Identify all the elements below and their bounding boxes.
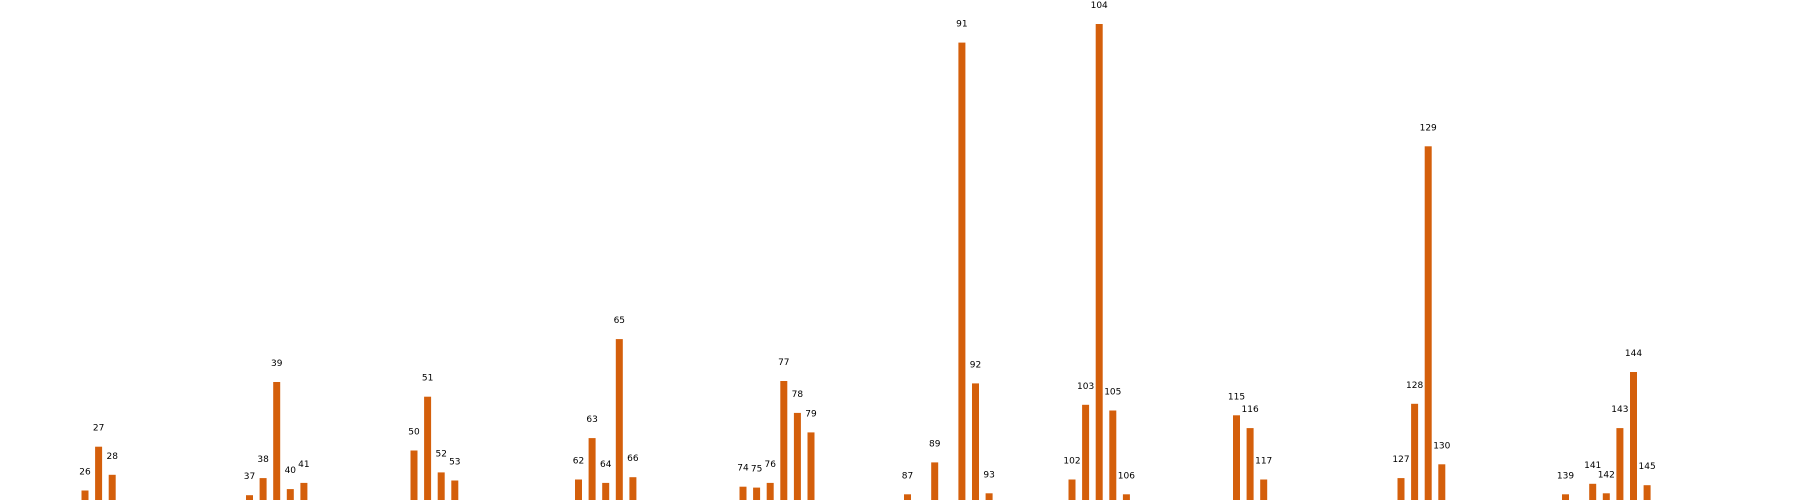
bar-77 — [780, 381, 788, 500]
bar-139 — [1562, 494, 1569, 500]
bar-label-105: 105 — [1104, 388, 1121, 398]
bar-91 — [958, 42, 966, 500]
bar-104 — [1095, 24, 1103, 500]
bar-52 — [437, 472, 445, 500]
bar-label-76: 76 — [764, 460, 776, 470]
bar-28 — [108, 474, 116, 500]
bar-129 — [1424, 146, 1432, 500]
bar-label-104: 104 — [1091, 1, 1108, 11]
bar-label-39: 39 — [271, 359, 283, 369]
bar-label-93: 93 — [983, 470, 994, 480]
bar-76 — [766, 482, 774, 500]
bar-label-40: 40 — [285, 466, 297, 476]
bar-label-28: 28 — [106, 452, 118, 462]
bar-64 — [602, 482, 610, 500]
bar-141 — [1589, 483, 1597, 500]
bar-145 — [1643, 485, 1651, 500]
bar-label-51: 51 — [422, 374, 433, 384]
bar-label-91: 91 — [956, 20, 967, 30]
bar-label-145: 145 — [1639, 462, 1656, 472]
bar-50 — [410, 450, 418, 500]
bar-label-92: 92 — [970, 360, 981, 370]
bar-label-50: 50 — [408, 428, 420, 438]
bar-label-143: 143 — [1611, 405, 1628, 415]
bar-label-141: 141 — [1584, 461, 1601, 471]
bar-39 — [273, 382, 281, 500]
bar-143 — [1616, 428, 1624, 500]
bar-102 — [1068, 479, 1076, 500]
bar-79 — [807, 432, 815, 500]
bar-63 — [588, 438, 596, 500]
bar-label-77: 77 — [778, 358, 789, 368]
bar-115 — [1233, 415, 1240, 500]
bar-label-62: 62 — [573, 457, 584, 467]
bar-92 — [972, 383, 979, 500]
bar-label-66: 66 — [627, 454, 639, 464]
bar-label-79: 79 — [805, 409, 817, 419]
bar-label-64: 64 — [600, 460, 612, 470]
bar-105 — [1109, 410, 1117, 500]
bar-label-37: 37 — [244, 472, 255, 482]
bar-62 — [575, 479, 582, 500]
bar-label-116: 116 — [1242, 405, 1259, 415]
bar-40 — [286, 489, 294, 500]
bar-89 — [931, 462, 939, 500]
bar-label-78: 78 — [792, 390, 804, 400]
bar-label-130: 130 — [1433, 441, 1450, 451]
bar-label-38: 38 — [257, 455, 269, 465]
bar-label-139: 139 — [1557, 471, 1574, 481]
bar-label-53: 53 — [449, 458, 460, 468]
bar-label-115: 115 — [1228, 392, 1245, 402]
bar-93 — [985, 493, 993, 500]
bar-label-75: 75 — [751, 465, 762, 475]
bar-128 — [1411, 403, 1419, 500]
bar-142 — [1602, 493, 1610, 500]
bar-87 — [904, 494, 911, 500]
bar-label-117: 117 — [1255, 457, 1272, 467]
bar-label-41: 41 — [298, 460, 309, 470]
bar-41 — [300, 482, 308, 500]
bar-106 — [1122, 494, 1130, 500]
bar-75 — [753, 487, 761, 500]
bar-37 — [246, 495, 253, 500]
bar-label-106: 106 — [1118, 471, 1135, 481]
bar-label-142: 142 — [1598, 470, 1615, 480]
bar-78 — [793, 412, 801, 500]
bar-label-74: 74 — [737, 464, 749, 474]
bar-label-103: 103 — [1077, 382, 1094, 392]
bar-38 — [259, 478, 267, 500]
bar-130 — [1438, 464, 1446, 500]
bar-65 — [615, 339, 623, 500]
bar-label-26: 26 — [79, 468, 91, 478]
bar-127 — [1397, 478, 1405, 500]
bar-117 — [1260, 479, 1268, 500]
bar-label-128: 128 — [1406, 381, 1423, 391]
bar-label-65: 65 — [614, 316, 625, 326]
bar-74 — [739, 486, 747, 500]
bar-144 — [1630, 372, 1637, 500]
bar-label-129: 129 — [1420, 123, 1437, 133]
bar-label-102: 102 — [1063, 457, 1080, 467]
bar-label-87: 87 — [902, 471, 913, 481]
bar-label-127: 127 — [1392, 455, 1409, 465]
bar-label-27: 27 — [93, 424, 104, 434]
bar-label-89: 89 — [929, 439, 941, 449]
bar-103 — [1082, 404, 1090, 500]
bar-26 — [81, 490, 89, 500]
bar-label-144: 144 — [1625, 349, 1642, 359]
bar-label-52: 52 — [435, 449, 446, 459]
bar-51 — [424, 396, 432, 500]
bar-label-63: 63 — [586, 415, 597, 425]
bar-27 — [95, 446, 103, 500]
bar-116 — [1246, 428, 1254, 500]
bar-53 — [451, 480, 459, 500]
bar-66 — [629, 477, 637, 500]
